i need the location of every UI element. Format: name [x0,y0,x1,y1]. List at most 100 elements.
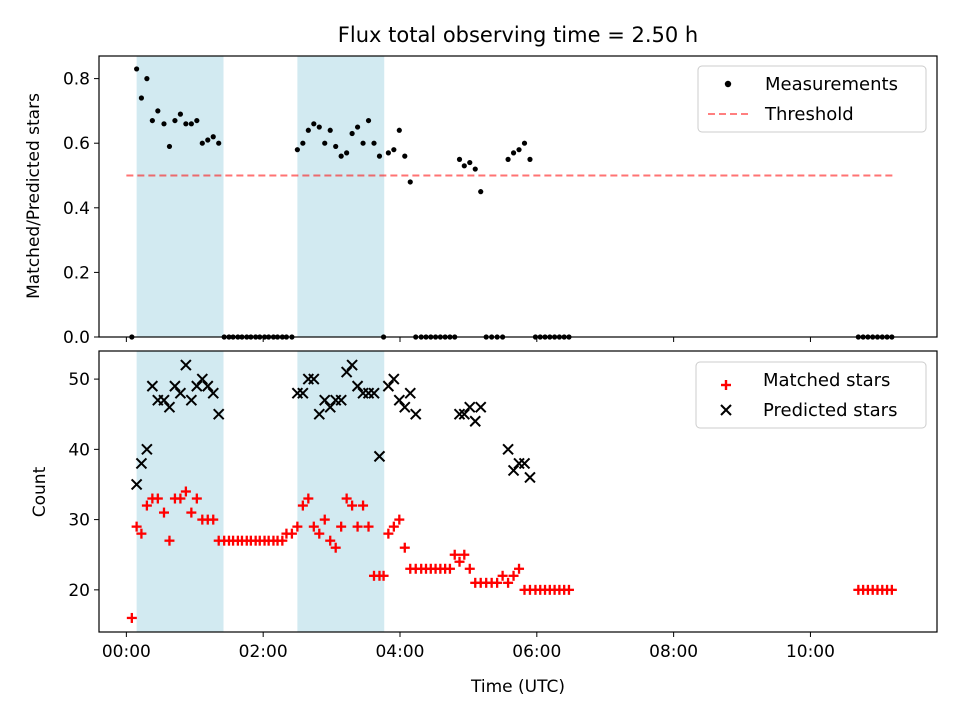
bottom-x-ticks: 00:00 02:00 04:00 06:00 08:00 10:00 [102,632,835,662]
predicted-star-point [324,401,336,413]
top-legend: Measurements Threshold [697,65,927,133]
observing-band-2 [297,56,385,337]
measurement-point [300,140,306,146]
measurement-points [129,66,895,340]
matched-star-point [399,542,410,553]
measurement-point [316,124,322,130]
bottom-legend-box [695,361,927,429]
count-points [126,359,897,623]
bottom-legend: Matched stars Predicted stars [695,361,927,429]
matched-star-point [141,500,152,511]
predicted-star-point [404,387,416,399]
measurement-point [155,108,161,114]
y-tick-label: 0.2 [63,263,90,283]
legend-measurement-marker [724,80,732,88]
predicted-star-point [213,408,225,420]
matched-star-point [126,612,137,623]
measurement-point [161,121,167,127]
measurement-point [183,121,189,127]
measurement-point [349,130,355,137]
matched-star-point [152,493,163,504]
bottom-panel-frame [98,350,938,633]
matched-star-point [388,521,399,532]
observing-band-2 [297,351,385,632]
matched-star-point [208,514,219,525]
matched-star-point [341,493,352,504]
matched-star-point [277,535,288,546]
matched-star-point [563,584,574,595]
matched-star-point [158,507,169,518]
measurement-point [327,127,333,133]
top-panel-frame [98,55,938,338]
measurement-point [354,124,361,130]
measurement-point [322,140,328,146]
x-tick-label: 06:00 [512,642,561,662]
measurement-point [376,153,383,159]
measurement-point [396,127,402,133]
predicted-star-point [313,408,325,420]
measurement-point [305,127,311,133]
predicted-star-point [135,457,148,470]
predicted-star-point [524,471,536,484]
measurement-point [149,117,155,124]
legend-matched-label: Matched stars [763,370,890,391]
predicted-star-point [191,380,203,392]
measurement-point [216,140,222,146]
matched-star-point [175,493,186,504]
matched-star-point [330,542,341,553]
y-tick-label: 50 [68,370,90,390]
predicted-star-point [196,373,209,385]
matched-star-point [336,521,347,532]
y-tick-label: 30 [68,511,90,531]
measurement-point [311,121,317,127]
predicted-star-point [410,408,422,420]
measurement-point [407,179,413,185]
predicted-star-point [464,401,476,413]
y-tick-label: 40 [68,440,90,460]
matched-star-point [347,500,358,511]
predicted-star-point [319,394,331,406]
predicted-star-point [507,464,520,477]
measurement-point [205,137,211,143]
predicted-star-point [335,394,347,406]
matched-star-point [492,577,503,588]
matched-star-point [464,563,475,574]
legend-threshold-label: Threshold [764,104,854,125]
measurement-point [338,153,344,159]
x-tick-label: 02:00 [239,642,288,662]
measurement-point [134,66,140,72]
predicted-star-point [373,450,386,463]
legend-matched-marker [721,380,731,390]
observing-band-1 [136,56,224,337]
matched-star-point [503,577,514,588]
top-panel-bands [136,56,385,337]
measurement-point [194,117,200,124]
measurement-point [472,166,478,172]
top-y-ticks: 0.0 0.2 0.4 0.6 0.8 [63,70,99,348]
matched-star-point [319,514,330,525]
measurement-point [210,134,216,140]
matched-star-point [886,584,897,595]
predicted-star-point [308,373,320,385]
measurement-point [505,156,511,162]
matched-star-point [180,486,191,497]
predicted-star-point [518,457,531,470]
x-tick-label: 00:00 [102,642,151,662]
top-y-axis-label: Matched/Predicted stars [24,93,44,299]
measurement-point [199,140,205,146]
y-tick-label: 0.4 [63,199,90,219]
legend-measurements-label: Measurements [765,74,898,95]
measurement-point [166,143,173,150]
chart-title: Flux total observing time = 2.50 h [338,23,698,47]
matched-star-point [297,500,308,511]
predicted-star-point [130,478,143,491]
matched-star-point [191,493,202,504]
measurement-point [516,147,522,153]
top-panel: 0.00.20.40.60.8 Matched/Predicted stars … [24,55,938,348]
measurement-point [402,153,408,159]
predicted-star-point [382,380,395,392]
x-tick-label: 10:00 [786,642,835,662]
measurement-point [527,156,533,162]
measurement-point [467,159,473,166]
